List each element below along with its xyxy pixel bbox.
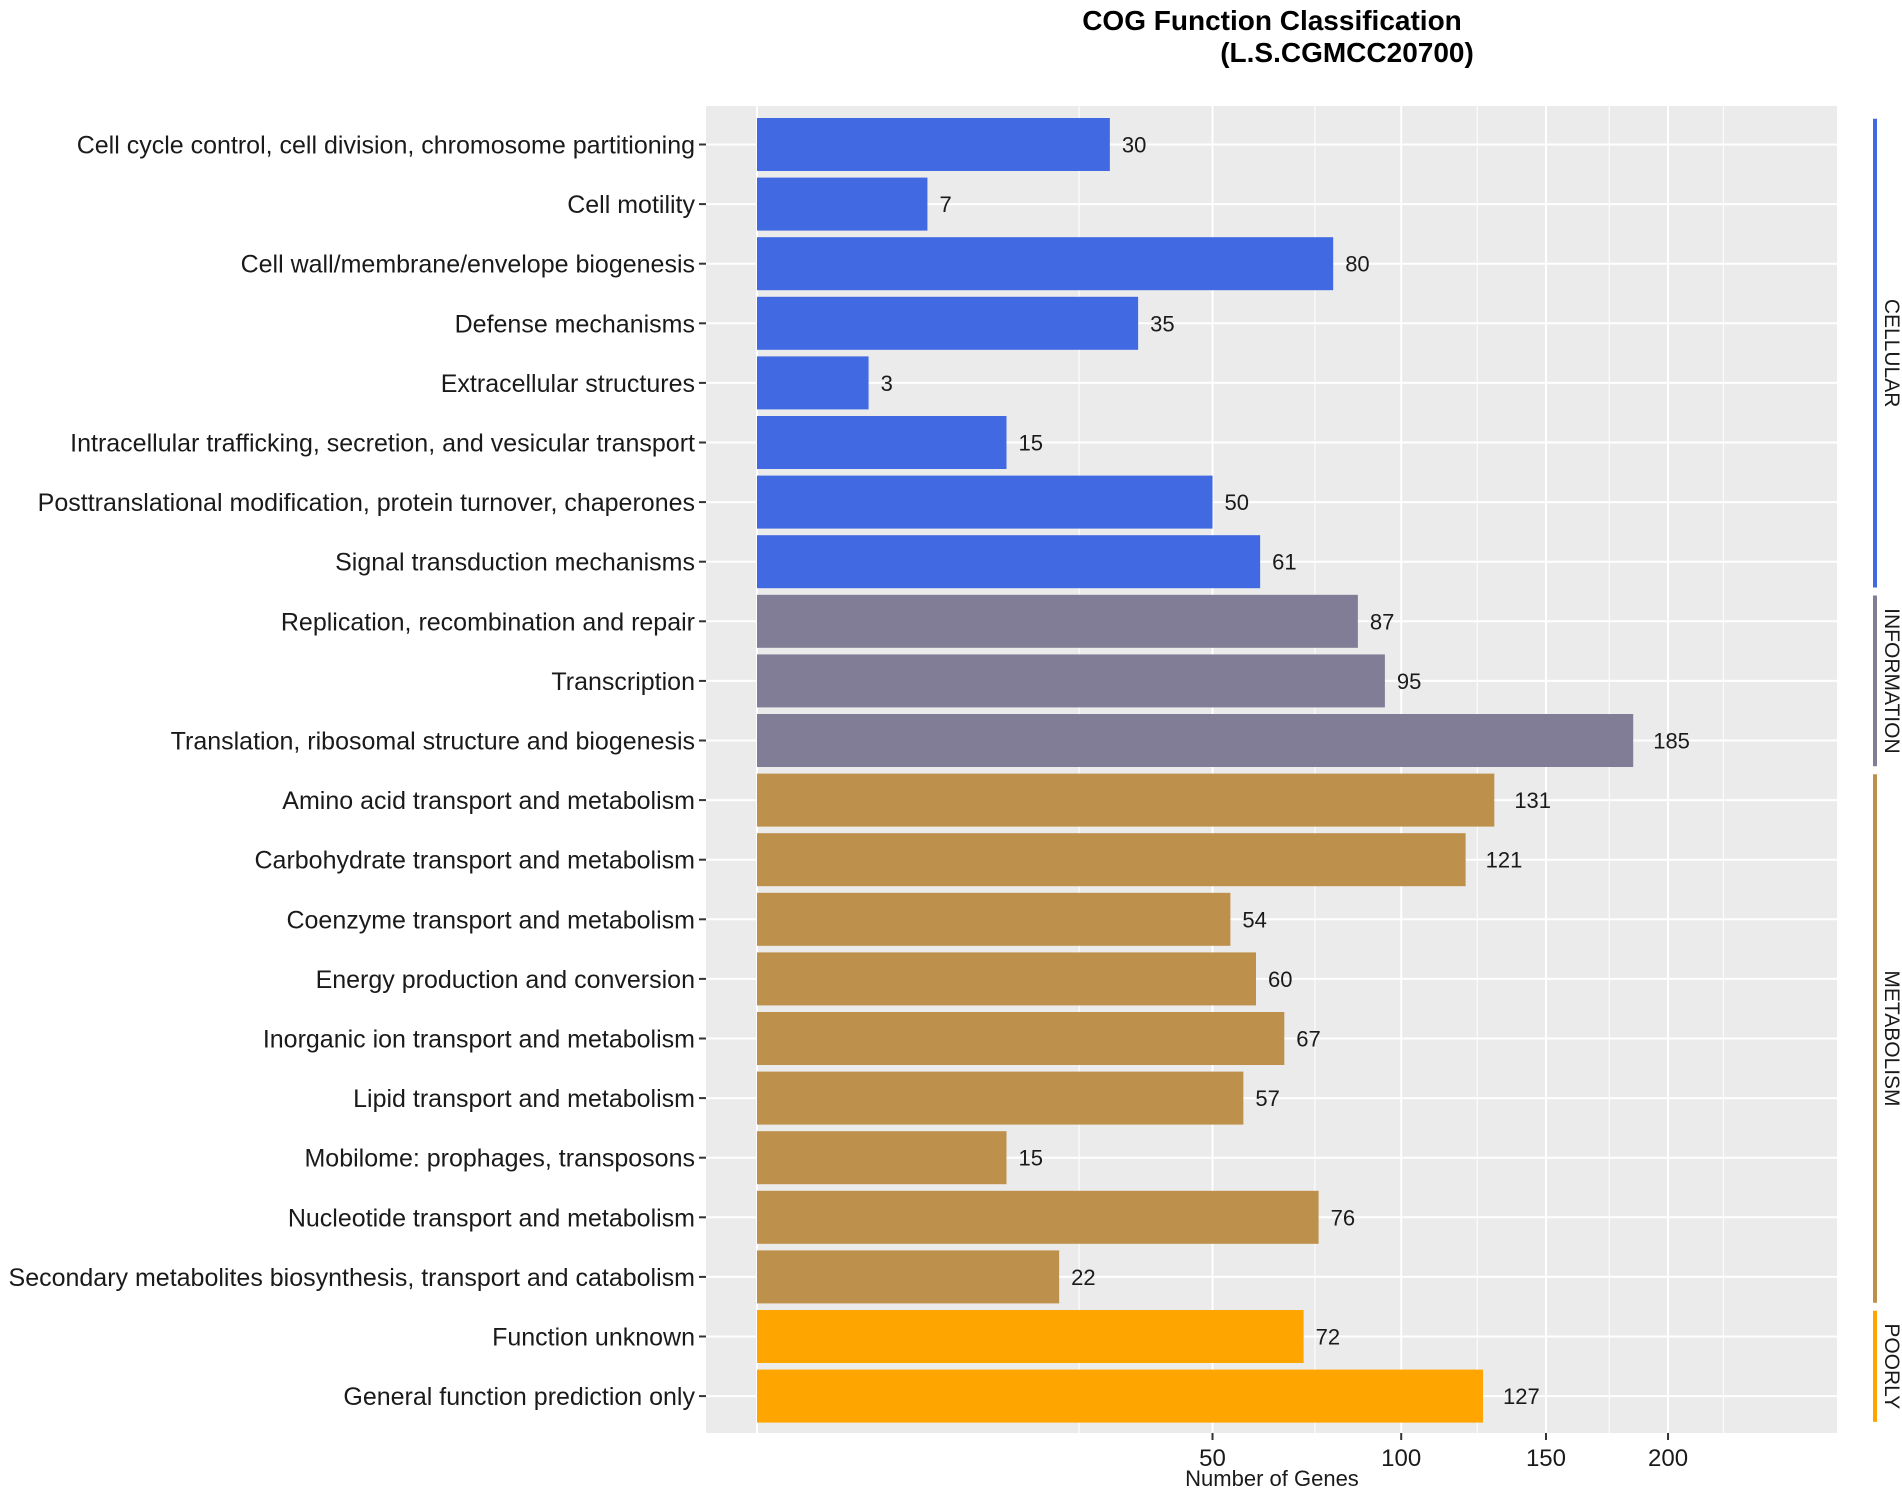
y-tick-label: Extracellular structures xyxy=(441,370,695,398)
bar xyxy=(757,177,928,231)
bars: 30 7 80 35 3 15 50 61 87 95 185 131 121 54 60 67 57 15 76 2… xyxy=(757,118,1690,1423)
bar xyxy=(757,594,1358,648)
y-tick-label: Lipid transport and metabolism xyxy=(353,1085,695,1113)
bar xyxy=(757,952,1256,1006)
y-tick-label: Replication, recombination and repair xyxy=(281,608,695,636)
bar xyxy=(757,535,1261,589)
data-label: 87 xyxy=(1370,609,1394,634)
chart-title: COG Function Classification xyxy=(1082,5,1462,36)
y-tick-label: Posttranslational modification, protein … xyxy=(38,489,695,517)
bar xyxy=(757,237,1334,291)
bar xyxy=(757,475,1213,529)
chart-subtitle: (L.S.CGMCC20700) xyxy=(1220,37,1474,68)
y-axis: Cell cycle control, cell division, chrom… xyxy=(9,132,706,1411)
data-label: 54 xyxy=(1242,907,1266,932)
bar xyxy=(757,1369,1483,1423)
y-tick-label: Cell motility xyxy=(567,191,695,219)
y-tick-label: Defense mechanisms xyxy=(455,310,695,338)
y-tick-label: Cell cycle control, cell division, chrom… xyxy=(77,132,695,160)
bar xyxy=(757,892,1231,946)
y-tick-label: Intracellular trafficking, secretion, an… xyxy=(70,430,695,458)
y-tick-label: Signal transduction mechanisms xyxy=(335,549,695,577)
data-label: 67 xyxy=(1296,1027,1320,1052)
data-label: 57 xyxy=(1255,1086,1279,1111)
group-label: CELLULAR xyxy=(1880,299,1902,408)
group-label: METABOLISM xyxy=(1880,970,1902,1106)
bar xyxy=(757,1310,1304,1363)
data-label: 50 xyxy=(1225,490,1249,515)
data-label: 22 xyxy=(1071,1265,1095,1290)
y-tick-label: Nucleotide transport and metabolism xyxy=(288,1204,695,1232)
bar xyxy=(757,833,1466,887)
y-tick-label: Coenzyme transport and metabolism xyxy=(286,906,695,934)
data-label: 15 xyxy=(1018,431,1042,456)
bar xyxy=(757,1131,1007,1185)
y-tick-label: Carbohydrate transport and metabolism xyxy=(254,847,695,875)
y-tick-label: Translation, ribosomal structure and bio… xyxy=(171,728,695,756)
bar xyxy=(757,118,1110,171)
data-label: 60 xyxy=(1268,967,1292,992)
y-tick-label: Amino acid transport and metabolism xyxy=(282,787,695,815)
data-label: 121 xyxy=(1486,848,1523,873)
data-label: 30 xyxy=(1122,133,1146,158)
bar xyxy=(757,654,1385,708)
data-label: 80 xyxy=(1345,252,1369,277)
x-tick-label: 50 xyxy=(1199,1445,1226,1472)
y-tick-label: Transcription xyxy=(551,668,695,696)
x-tick-label: 200 xyxy=(1648,1445,1688,1472)
group-label: POORLY xyxy=(1880,1323,1902,1409)
y-tick-label: Inorganic ion transport and metabolism xyxy=(263,1026,695,1054)
data-label: 95 xyxy=(1397,669,1421,694)
group-label: INFORMATION xyxy=(1880,608,1902,753)
x-tick-label: 100 xyxy=(1381,1445,1421,1472)
bar xyxy=(757,1190,1319,1244)
y-tick-label: Cell wall/membrane/envelope biogenesis xyxy=(241,251,695,279)
data-label: 15 xyxy=(1018,1146,1042,1171)
bar xyxy=(757,714,1634,767)
data-label: 185 xyxy=(1653,729,1690,754)
data-label: 3 xyxy=(881,371,893,396)
data-label: 131 xyxy=(1514,788,1551,813)
data-label: 72 xyxy=(1316,1325,1340,1350)
y-tick-label: Secondary metabolites biosynthesis, tran… xyxy=(9,1264,695,1292)
group-strips: CELLULAR INFORMATION METABOLISM POORLY xyxy=(1873,118,1902,1422)
data-label: 127 xyxy=(1503,1384,1540,1409)
y-tick-label: General function prediction only xyxy=(343,1383,695,1411)
x-axis: 50 100 150 200 xyxy=(1199,1433,1688,1472)
data-label: 7 xyxy=(939,192,951,217)
y-tick-label: Energy production and conversion xyxy=(316,966,695,994)
y-tick-label: Mobilome: prophages, transposons xyxy=(304,1145,695,1173)
bar xyxy=(757,1071,1244,1125)
bar xyxy=(757,1250,1060,1304)
bar xyxy=(757,773,1495,827)
bar xyxy=(757,1012,1285,1065)
bar xyxy=(757,356,869,410)
x-tick-label: 150 xyxy=(1526,1445,1566,1472)
data-label: 76 xyxy=(1331,1205,1355,1230)
bar xyxy=(757,416,1007,469)
x-axis-title: Number of Genes xyxy=(1185,1466,1359,1491)
bar xyxy=(757,296,1139,350)
y-tick-label: Function unknown xyxy=(492,1324,695,1352)
data-label: 35 xyxy=(1150,311,1174,336)
data-label: 61 xyxy=(1272,550,1296,575)
